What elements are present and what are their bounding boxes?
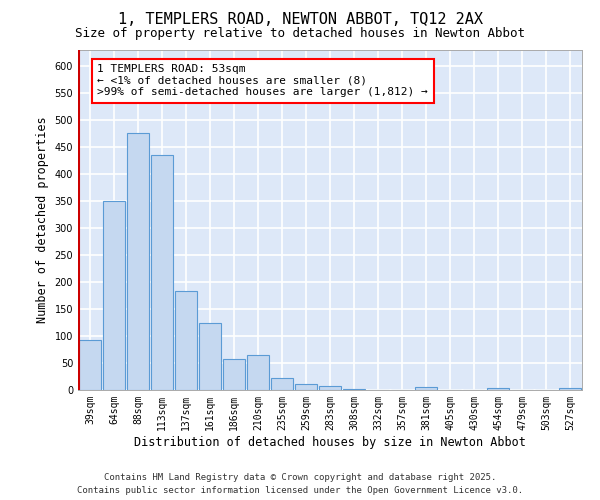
Text: Size of property relative to detached houses in Newton Abbot: Size of property relative to detached ho…	[75, 28, 525, 40]
Bar	[175, 291, 197, 390]
Bar	[487, 388, 509, 390]
Text: 1, TEMPLERS ROAD, NEWTON ABBOT, TQ12 2AX: 1, TEMPLERS ROAD, NEWTON ABBOT, TQ12 2AX	[118, 12, 482, 28]
Text: Contains HM Land Registry data © Crown copyright and database right 2025.
Contai: Contains HM Land Registry data © Crown c…	[77, 474, 523, 495]
Bar	[151, 155, 173, 390]
Y-axis label: Number of detached properties: Number of detached properties	[36, 116, 49, 324]
Bar	[103, 201, 125, 390]
Bar	[223, 359, 245, 390]
Bar	[559, 388, 581, 390]
Bar	[199, 322, 221, 390]
Bar	[79, 340, 101, 390]
Bar	[319, 386, 341, 390]
Text: 1 TEMPLERS ROAD: 53sqm
← <1% of detached houses are smaller (8)
>99% of semi-det: 1 TEMPLERS ROAD: 53sqm ← <1% of detached…	[97, 64, 428, 98]
X-axis label: Distribution of detached houses by size in Newton Abbot: Distribution of detached houses by size …	[134, 436, 526, 448]
Bar	[247, 355, 269, 390]
Bar	[271, 378, 293, 390]
Bar	[295, 384, 317, 390]
Bar	[127, 132, 149, 390]
Bar	[415, 388, 437, 390]
Bar	[343, 389, 365, 390]
